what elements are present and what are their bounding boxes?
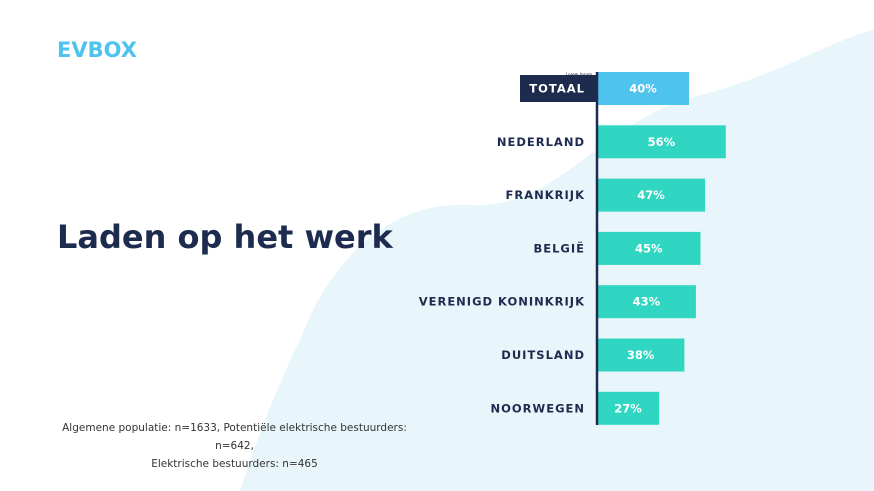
note-line-1: Algemene populatie: n=1633, Potentiële e… xyxy=(62,422,407,452)
bar-nederland xyxy=(597,125,726,159)
bar-frankrijk xyxy=(597,178,706,212)
value-label: 45% xyxy=(635,241,663,255)
value-label: 56% xyxy=(648,135,676,149)
category-label: BELGIË xyxy=(533,240,585,255)
bar-noorwegen xyxy=(597,391,660,425)
category-label: NEDERLAND xyxy=(497,135,585,149)
chart-annotation: Lorem Ipsum xyxy=(566,72,593,77)
category-label: NOORWEGEN xyxy=(491,401,586,415)
sample-size-note: Algemene populatie: n=1633, Potentiële e… xyxy=(57,419,412,473)
category-label: FRANKRIJK xyxy=(506,188,586,202)
page-title: Laden op het werk xyxy=(57,218,393,256)
value-label: 47% xyxy=(637,188,665,202)
bar-totaal xyxy=(597,72,689,105)
category-label: VERENIGD KONINKRIJK xyxy=(419,295,585,309)
total-label-background xyxy=(520,75,597,102)
value-label: 43% xyxy=(633,295,661,309)
category-label: TOTAAL xyxy=(529,82,585,96)
value-label: 27% xyxy=(614,401,642,415)
bar-belgië xyxy=(597,231,701,265)
evbox-logo: EVBOX xyxy=(57,38,137,62)
bar-duitsland xyxy=(597,338,685,372)
category-label: DUITSLAND xyxy=(501,348,585,362)
value-label: 38% xyxy=(627,348,655,362)
bar-verenigd-koninkrijk xyxy=(597,285,696,319)
value-label: 40% xyxy=(629,82,657,96)
note-line-2: Elektrische bestuurders: n=465 xyxy=(151,458,318,470)
